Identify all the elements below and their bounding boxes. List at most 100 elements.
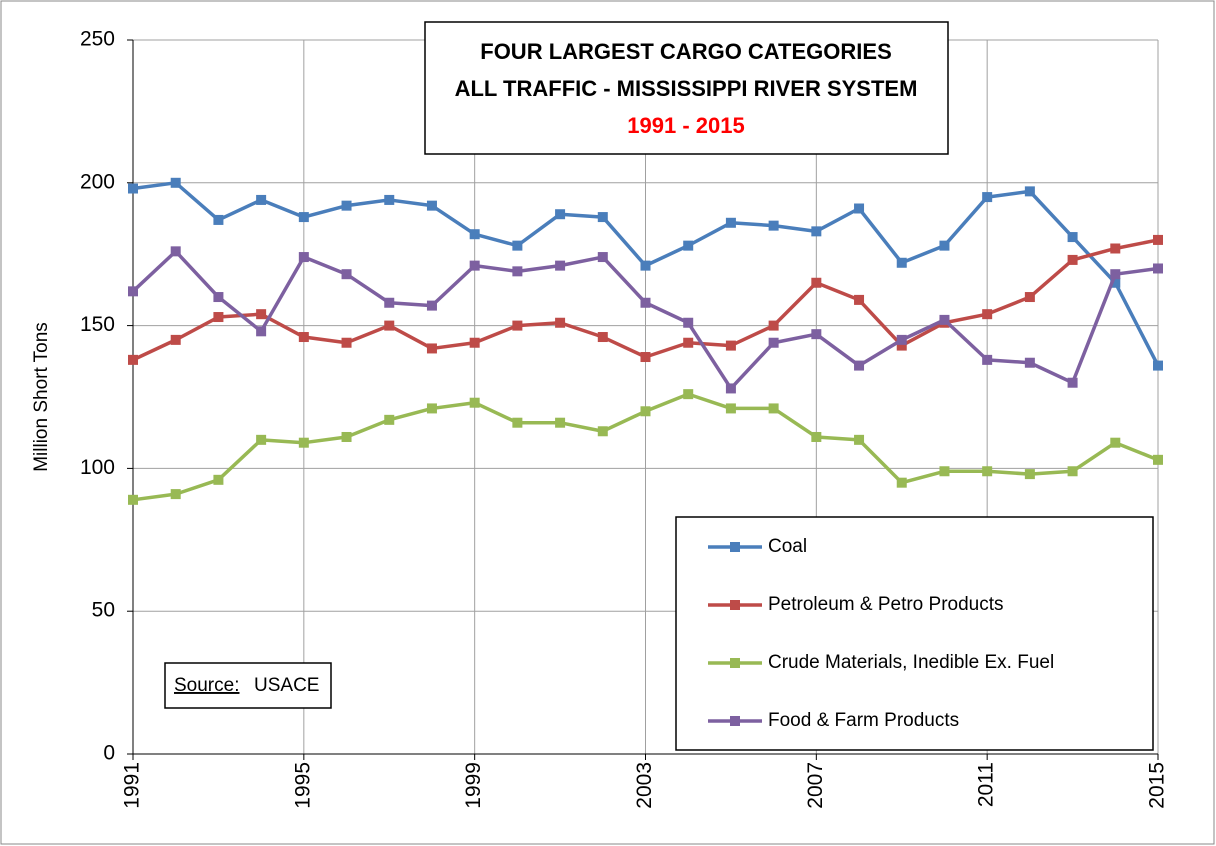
marker xyxy=(469,397,480,408)
marker xyxy=(725,340,736,351)
source-text: USACE xyxy=(254,675,319,696)
marker xyxy=(683,240,694,251)
x-tick-label: 2003 xyxy=(633,762,656,809)
marker xyxy=(597,252,608,263)
marker xyxy=(256,194,267,205)
marker xyxy=(512,320,523,331)
x-tick-label: 1995 xyxy=(291,762,314,809)
marker xyxy=(854,434,865,445)
marker xyxy=(1153,263,1163,274)
marker xyxy=(1024,469,1035,480)
marker xyxy=(128,494,138,505)
marker xyxy=(298,332,309,343)
marker xyxy=(298,437,309,448)
marker xyxy=(128,354,138,365)
y-tick-label: 250 xyxy=(80,28,115,51)
marker xyxy=(640,406,651,417)
x-tick-label: 2007 xyxy=(804,762,827,809)
marker xyxy=(1067,466,1078,477)
x-tick-label: 1991 xyxy=(121,762,144,809)
legend-box xyxy=(675,516,1154,751)
marker xyxy=(768,320,779,331)
marker xyxy=(854,203,865,214)
marker xyxy=(768,403,779,414)
legend-label: Crude Materials, Inedible Ex. Fuel xyxy=(768,652,1054,673)
marker xyxy=(384,320,395,331)
marker xyxy=(1153,454,1163,465)
marker xyxy=(725,217,736,228)
marker xyxy=(597,212,608,223)
marker xyxy=(725,403,736,414)
legend-marker xyxy=(730,658,740,668)
marker xyxy=(683,337,694,348)
marker xyxy=(1110,277,1121,288)
marker xyxy=(982,466,993,477)
marker xyxy=(512,266,523,277)
marker xyxy=(469,337,480,348)
x-tick-label: 2011 xyxy=(975,762,998,807)
marker xyxy=(384,297,395,308)
source-label: Source: xyxy=(174,675,239,696)
marker xyxy=(1067,232,1078,243)
marker xyxy=(384,194,395,205)
legend-marker xyxy=(730,716,740,726)
marker xyxy=(256,309,267,320)
marker xyxy=(1153,360,1163,371)
marker xyxy=(341,269,352,280)
marker xyxy=(213,312,224,323)
legend-label: Petroleum & Petro Products xyxy=(768,594,1004,615)
marker xyxy=(982,354,993,365)
y-tick-label: 0 xyxy=(103,742,115,765)
marker xyxy=(1067,254,1078,265)
marker xyxy=(982,192,993,203)
x-tick-label: 2015 xyxy=(1146,762,1169,809)
marker xyxy=(128,286,138,297)
marker xyxy=(341,431,352,442)
y-tick-label: 150 xyxy=(80,313,115,336)
marker xyxy=(768,220,779,231)
marker xyxy=(128,183,138,194)
marker xyxy=(341,200,352,211)
marker xyxy=(426,300,437,311)
marker xyxy=(1110,437,1121,448)
legend-label: Food & Farm Products xyxy=(768,710,959,731)
marker xyxy=(1024,186,1035,197)
marker xyxy=(597,332,608,343)
marker xyxy=(426,343,437,354)
marker xyxy=(725,383,736,394)
marker xyxy=(811,329,822,340)
marker xyxy=(896,334,907,345)
source-box xyxy=(164,662,332,709)
chart-title: FOUR LARGEST CARGO CATEGORIES xyxy=(480,39,892,64)
marker xyxy=(170,489,181,500)
y-tick-label: 50 xyxy=(92,599,115,622)
marker xyxy=(512,417,523,428)
marker xyxy=(298,252,309,263)
marker xyxy=(640,260,651,271)
marker xyxy=(555,417,566,428)
marker xyxy=(982,309,993,320)
marker xyxy=(512,240,523,251)
marker xyxy=(854,294,865,305)
marker xyxy=(213,214,224,225)
marker xyxy=(170,334,181,345)
marker xyxy=(811,431,822,442)
legend-marker xyxy=(730,600,740,610)
y-tick-label: 200 xyxy=(80,170,115,193)
marker xyxy=(896,340,907,351)
marker xyxy=(384,414,395,425)
marker xyxy=(341,337,352,348)
marker xyxy=(256,326,267,337)
marker xyxy=(896,477,907,488)
marker xyxy=(811,277,822,288)
marker xyxy=(555,317,566,328)
legend-label: Coal xyxy=(768,536,807,557)
legend-marker xyxy=(730,542,740,552)
marker xyxy=(811,226,822,237)
marker xyxy=(170,246,181,257)
marker xyxy=(256,434,267,445)
marker xyxy=(1024,357,1035,368)
marker xyxy=(939,314,950,325)
marker xyxy=(426,200,437,211)
